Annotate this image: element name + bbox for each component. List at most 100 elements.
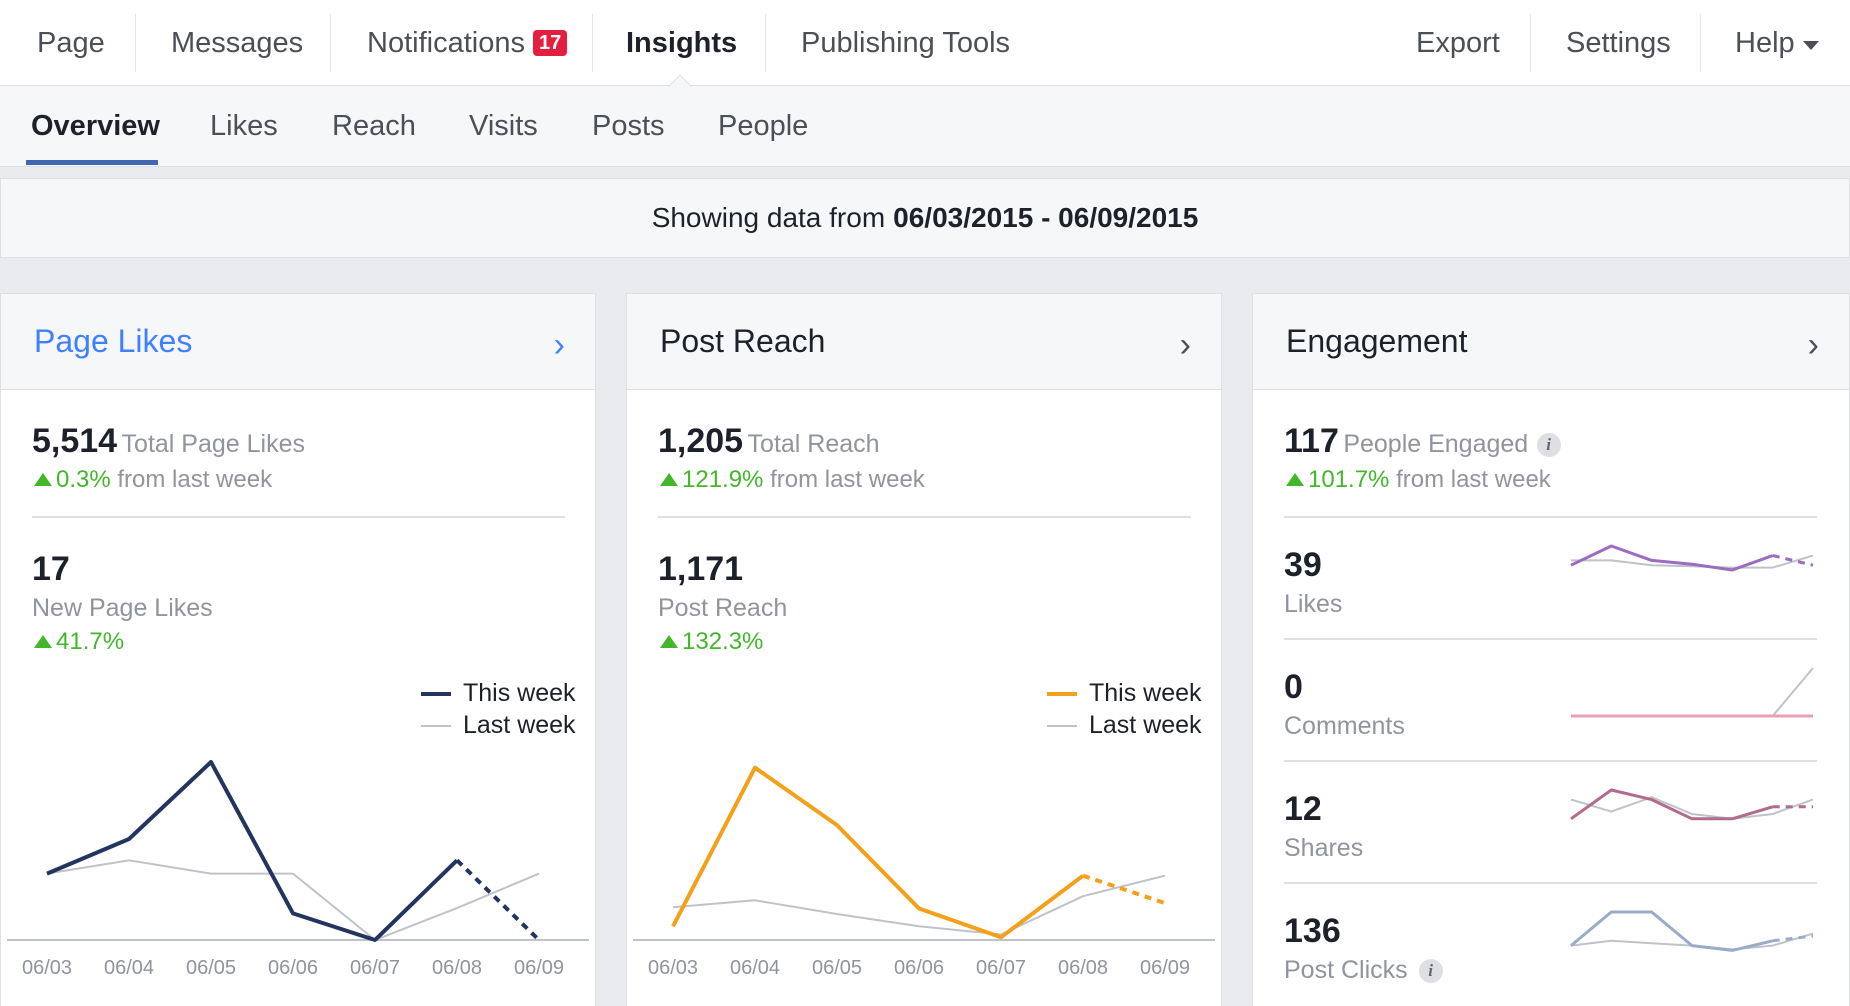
total-reach-label: Total Reach	[747, 430, 880, 458]
new-page-likes-label: New Page Likes	[32, 594, 213, 622]
nav-insights[interactable]: Insights	[626, 26, 738, 59]
up-arrow-icon	[660, 635, 678, 648]
x-tick-label: 06/09	[1140, 957, 1190, 979]
series-line-this-week	[671, 765, 1085, 940]
engagement-clicks-value: 136	[1284, 912, 1341, 950]
x-tick-label: 06/08	[1058, 957, 1108, 979]
insights-sub-nav: Overview Likes Reach Visits Posts People	[0, 86, 1850, 167]
help-menu[interactable]: Help	[1735, 0, 1819, 86]
people-engaged-change: 101.7% from last week	[1286, 466, 1551, 494]
x-tick-label: 06/07	[350, 957, 400, 979]
page-likes-card: Page Likes › 5,514 Total Page Likes 0.3%…	[0, 293, 596, 1006]
x-tick-label: 06/08	[432, 957, 482, 979]
series-line-last-week	[672, 874, 1166, 936]
series-line-this-week	[46, 760, 459, 942]
post-reach-value: 1,171	[658, 550, 744, 588]
nav-divider	[1530, 14, 1531, 72]
page-likes-header[interactable]: Page Likes ›	[1, 294, 595, 390]
nav-divider	[765, 14, 766, 72]
divider	[32, 516, 565, 518]
tab-overview[interactable]: Overview	[31, 110, 160, 142]
chevron-down-icon	[1802, 40, 1819, 50]
sparkline-this-week-projection	[1772, 934, 1814, 943]
x-tick-label: 06/06	[894, 957, 944, 979]
x-tick-label: 06/06	[268, 957, 318, 979]
engagement-clicks-label: Post Clicks i	[1284, 956, 1443, 985]
tab-likes[interactable]: Likes	[210, 110, 278, 142]
divider	[1284, 516, 1817, 518]
legend-this-week: This week	[1047, 679, 1202, 708]
tab-visits[interactable]: Visits	[469, 110, 538, 142]
engagement-title[interactable]: Engagement	[1286, 323, 1468, 359]
tab-people[interactable]: People	[718, 110, 809, 142]
x-tick-label: 06/05	[186, 957, 236, 979]
legend-swatch	[1047, 691, 1077, 696]
legend-last-week: Last week	[1047, 711, 1202, 740]
comments-sparkline	[1571, 667, 1814, 718]
sparkline-this-week-projection	[1772, 554, 1814, 567]
sparkline-this-week	[1570, 910, 1774, 952]
nav-divider	[592, 14, 593, 72]
x-tick-label: 06/05	[812, 957, 862, 979]
total-reach-value: 1,205	[658, 422, 744, 460]
engagement-comments-value: 0	[1284, 668, 1303, 706]
nav-divider	[135, 14, 136, 72]
chevron-right-icon[interactable]: ›	[1179, 326, 1191, 364]
up-arrow-icon	[34, 635, 52, 648]
engagement-header[interactable]: Engagement ›	[1253, 294, 1849, 390]
page-likes-title[interactable]: Page Likes	[34, 323, 193, 359]
info-icon[interactable]: i	[1536, 433, 1561, 457]
shares-sparkline	[1570, 788, 1814, 821]
clicks-sparkline	[1570, 910, 1814, 952]
x-tick-label: 06/04	[730, 957, 780, 979]
nav-publishing-tools[interactable]: Publishing Tools	[801, 26, 1011, 59]
sparkline-last-week	[1571, 667, 1814, 717]
engagement-shares-value: 12	[1284, 790, 1322, 828]
up-arrow-icon	[34, 473, 52, 486]
nav-messages[interactable]: Messages	[171, 26, 304, 59]
active-nav-pointer	[665, 71, 695, 87]
chevron-right-icon[interactable]: ›	[553, 326, 565, 364]
page-likes-chart: 06/03 06/04 06/05 06/06 06/07 06/08 06/09	[7, 760, 589, 979]
notifications-badge: 17	[532, 30, 568, 56]
date-range-value: 06/03/2015 - 06/09/2015	[893, 202, 1199, 233]
post-reach-title[interactable]: Post Reach	[660, 323, 826, 359]
sparkline-last-week	[1570, 796, 1814, 820]
new-page-likes-change: 41.7%	[34, 628, 124, 656]
tab-reach[interactable]: Reach	[332, 110, 416, 142]
chevron-right-icon[interactable]: ›	[1807, 326, 1819, 364]
post-reach-card: Post Reach › 1,205 Total Reach 121.9% fr…	[626, 293, 1222, 1006]
sparkline-last-week	[1571, 554, 1814, 569]
date-range-banner: Showing data from 06/03/2015 - 06/09/201…	[0, 178, 1850, 258]
post-reach-header[interactable]: Post Reach ›	[627, 294, 1221, 390]
divider	[1284, 760, 1817, 762]
engagement-shares-label: Shares	[1284, 834, 1364, 862]
info-icon[interactable]: i	[1418, 959, 1443, 983]
engagement-card: Engagement › 117 People Engaged i 101.7%…	[1252, 293, 1850, 1006]
page-likes-change: 0.3% from last week	[34, 466, 272, 494]
x-tick-label: 06/09	[514, 957, 564, 979]
settings-link[interactable]: Settings	[1566, 26, 1671, 59]
divider	[1284, 638, 1817, 640]
nav-notifications[interactable]: Notifications 17	[367, 0, 568, 86]
up-arrow-icon	[1286, 473, 1304, 486]
series-line-this-week-projection	[455, 858, 541, 942]
export-link[interactable]: Export	[1416, 26, 1500, 59]
active-tab-indicator	[26, 160, 158, 165]
nav-page[interactable]: Page	[37, 26, 105, 59]
up-arrow-icon	[660, 473, 678, 486]
x-tick-label: 06/03	[22, 957, 72, 979]
tab-posts[interactable]: Posts	[592, 110, 665, 142]
x-tick-label: 06/07	[976, 957, 1026, 979]
likes-sparkline	[1570, 544, 1814, 572]
post-reach-chart: 06/03 06/04 06/05 06/06 06/07 06/08 06/09	[633, 765, 1215, 979]
legend-swatch	[1047, 724, 1077, 727]
legend-last-week: Last week	[421, 711, 576, 740]
x-tick-label: 06/03	[648, 957, 698, 979]
sparkline-this-week	[1570, 544, 1774, 572]
x-tick-label: 06/04	[104, 957, 154, 979]
legend-swatch	[421, 691, 451, 696]
post-reach-label: Post Reach	[658, 594, 788, 622]
top-nav: Page Messages Notifications 17 Insights …	[0, 0, 1850, 86]
total-page-likes-value: 5,514	[32, 422, 118, 460]
